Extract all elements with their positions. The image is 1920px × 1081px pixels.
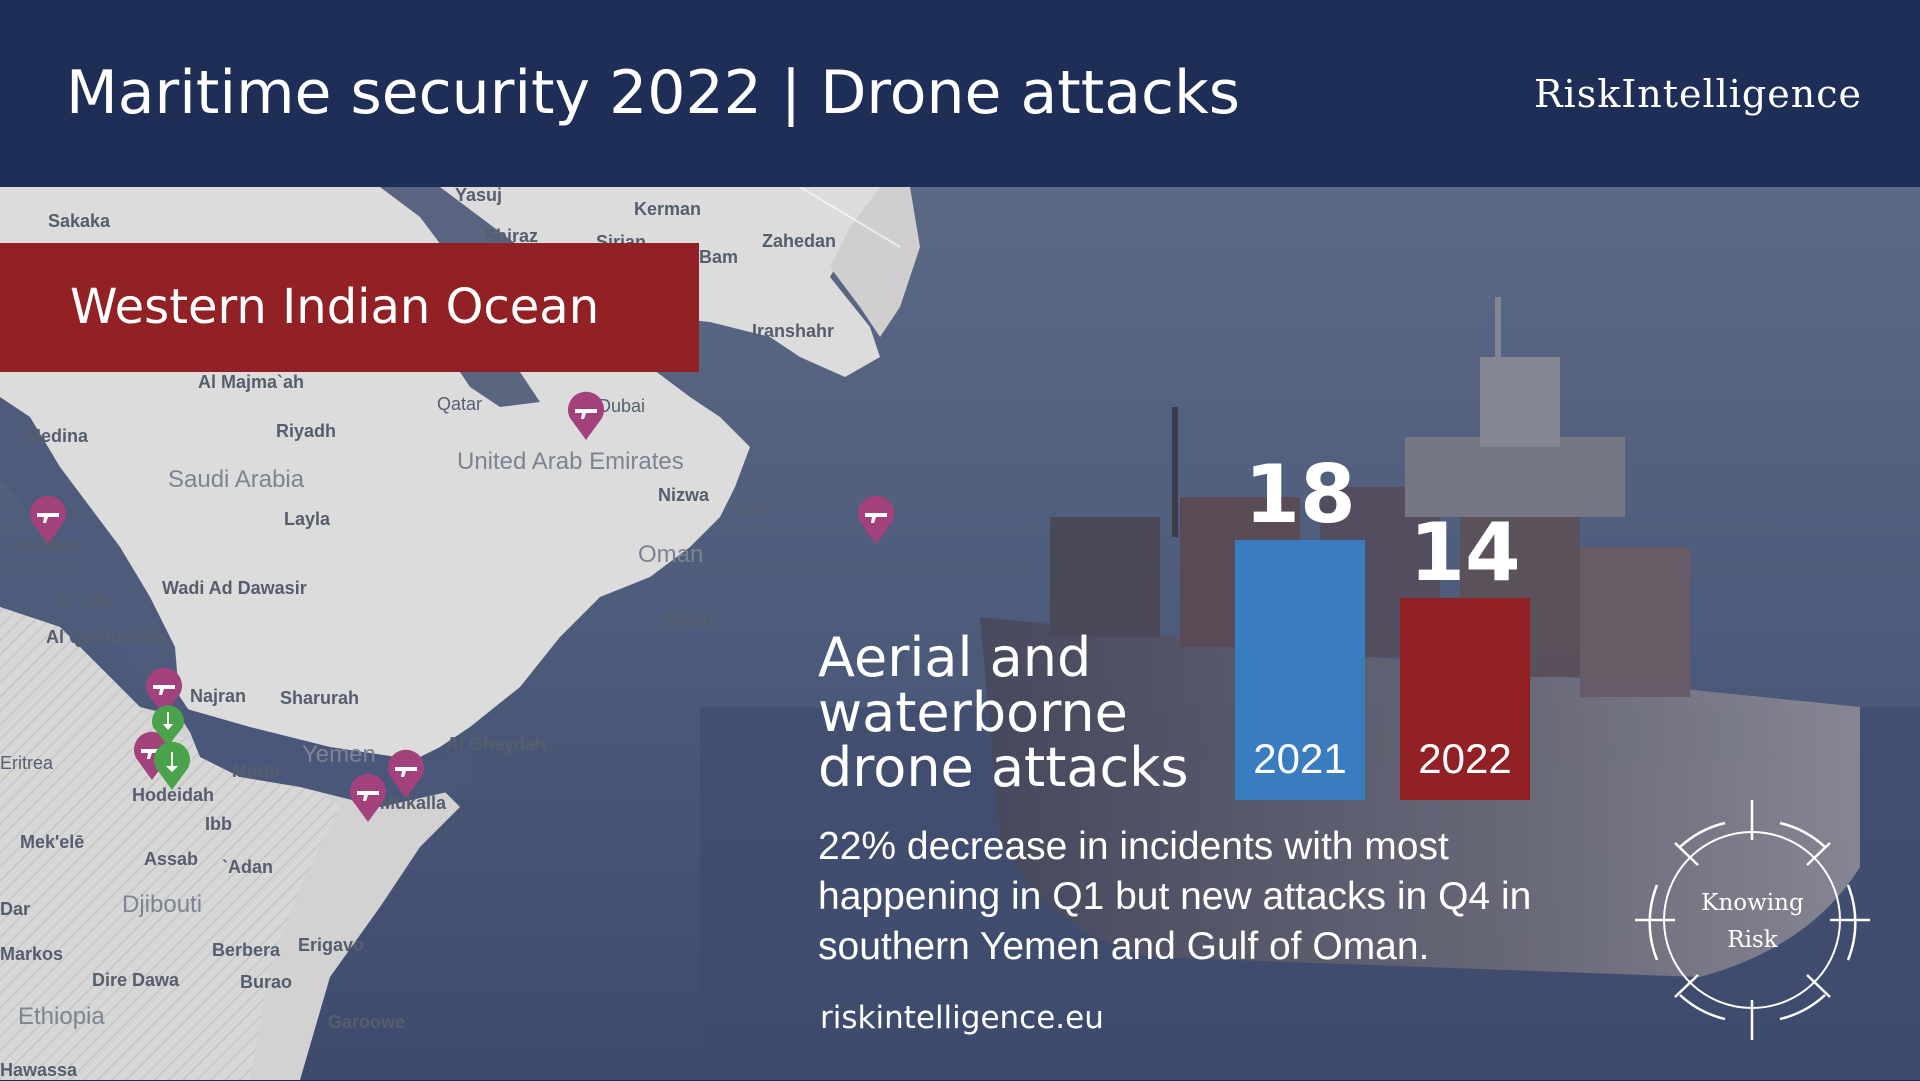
map-label-city: Najran xyxy=(190,686,247,706)
waterborne-attack-marker-icon[interactable] xyxy=(150,740,194,792)
page-title: Maritime security 2022 | Drone attacks xyxy=(66,58,1241,128)
drone-attack-marker-icon[interactable] xyxy=(384,748,428,800)
drone-attack-marker-icon[interactable] xyxy=(346,772,390,824)
knowing-risk-seal: Knowing Risk xyxy=(1630,795,1875,1045)
drone-attack-marker-icon[interactable] xyxy=(854,494,898,546)
map-label-city: Ibb xyxy=(205,814,232,834)
map-label-city: Duqm xyxy=(662,609,713,629)
map-label-city: Yasuj xyxy=(455,185,503,205)
map-label-city: Iranshahr xyxy=(752,321,835,341)
region-banner: Western Indian Ocean xyxy=(0,243,699,372)
map-label-city: Erigavo xyxy=(298,935,365,955)
brand-logo: RiskIntelligence xyxy=(1533,72,1862,116)
chart-headline: Aerial and waterborne drone attacks xyxy=(818,626,1189,799)
map-label-city: Al Lith xyxy=(55,590,111,610)
map-label-city: Medina xyxy=(26,426,89,446)
map-label-city: Markos xyxy=(0,944,64,964)
map-label-city: Riyadh xyxy=(276,421,337,441)
bar-category-label: 2022 xyxy=(1418,735,1512,782)
map-label-city: Hodeidah xyxy=(132,785,215,805)
map-label-country: Djibouti xyxy=(122,891,203,918)
map-label-country: Ethiopia xyxy=(18,1003,105,1030)
map-label-city: Nizwa xyxy=(658,485,710,505)
drone-attack-marker-icon[interactable] xyxy=(142,666,186,718)
map-label-city: Mukalla xyxy=(380,793,447,813)
drone-attack-marker-icon[interactable] xyxy=(564,390,608,442)
map-label-city: Shiraz xyxy=(484,226,539,246)
map-label-city: Layla xyxy=(284,509,331,529)
map-label-city: Assab xyxy=(144,849,199,869)
map-label-city: Sharurah xyxy=(280,688,360,708)
map-label-city: Bam xyxy=(699,247,739,267)
bar-2021 xyxy=(1235,540,1365,800)
region-banner-label: Western Indian Ocean xyxy=(70,279,600,335)
map-label-country: United Arab Emirates xyxy=(457,448,684,475)
map-label-city: Jeddah xyxy=(14,536,78,556)
map-label-city: Garoowe xyxy=(328,1012,406,1032)
map-label-city: Marib xyxy=(232,761,281,781)
map-label-city: Berbera xyxy=(212,940,281,960)
map-label-country: Oman xyxy=(638,541,704,568)
map-label-country: Yemen xyxy=(302,741,376,768)
compass-seal-icon xyxy=(1635,800,1870,1040)
map-label-city: Zahedan xyxy=(762,231,837,251)
website-link[interactable]: riskintelligence.eu xyxy=(820,1000,1104,1036)
bar-category-label: 2021 xyxy=(1253,735,1347,782)
waterborne-attack-marker-icon[interactable] xyxy=(148,702,188,748)
drone-attacks-bar-chart: 18 2021 14 2022 xyxy=(1200,420,1560,800)
bar-2022 xyxy=(1400,598,1530,800)
seal-text-line2: Risk xyxy=(1727,927,1778,953)
drone-attack-marker-icon[interactable] xyxy=(26,494,70,546)
map-label-city: Burao xyxy=(240,972,293,992)
map-label-city: Al Qunfudhah xyxy=(46,627,165,647)
map-label-city: `Adan xyxy=(222,857,273,877)
map-label-city: Qatar xyxy=(437,394,483,414)
map-label-city: Kerman xyxy=(634,199,702,219)
summary-text: 22% decrease in incidents with most happ… xyxy=(818,825,1532,968)
map-label-country: Saudi Arabia xyxy=(168,466,305,493)
map-label-city: Wadi Ad Dawasir xyxy=(162,578,307,598)
map-label-city: Dire Dawa xyxy=(92,970,180,990)
map-label-city: Al Majma`ah xyxy=(198,372,305,392)
map-label-city: Sur xyxy=(740,499,771,519)
map-label-city: Al Ghaydah xyxy=(446,734,547,754)
map-label-city: Dubai xyxy=(598,396,646,416)
map-label-city: Dar xyxy=(0,899,31,919)
bar-value-label: 18 xyxy=(1244,448,1356,541)
map-label-country: Eritrea xyxy=(0,753,54,773)
map-label-city: Hawassa xyxy=(0,1060,78,1080)
bar-value-label: 14 xyxy=(1409,506,1521,599)
seal-text-line1: Knowing xyxy=(1701,890,1804,916)
map-label-city: Mek'elē xyxy=(20,832,85,852)
map-label-city: Sakaka xyxy=(48,211,111,231)
header-bar: Maritime security 2022 | Drone attacks R… xyxy=(0,0,1920,187)
